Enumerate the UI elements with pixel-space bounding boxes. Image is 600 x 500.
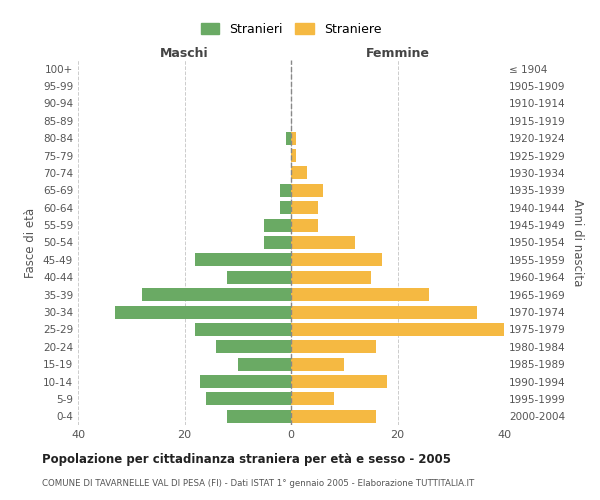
Bar xyxy=(291,132,296,144)
Bar xyxy=(280,184,291,197)
Bar xyxy=(291,236,355,249)
Bar xyxy=(291,340,376,353)
Y-axis label: Fasce di età: Fasce di età xyxy=(25,208,37,278)
Bar xyxy=(280,201,291,214)
Y-axis label: Anni di nascita: Anni di nascita xyxy=(571,199,584,286)
Bar xyxy=(238,358,291,370)
Bar xyxy=(291,201,317,214)
Bar xyxy=(291,218,317,232)
Bar xyxy=(217,340,291,353)
Bar xyxy=(265,218,291,232)
Bar xyxy=(291,166,307,179)
Bar xyxy=(195,254,291,266)
Bar xyxy=(227,270,291,284)
Legend: Stranieri, Straniere: Stranieri, Straniere xyxy=(197,19,385,40)
Text: Maschi: Maschi xyxy=(160,47,209,60)
Bar xyxy=(291,392,334,406)
Bar xyxy=(291,306,478,318)
Bar xyxy=(286,132,291,144)
Bar xyxy=(291,375,387,388)
Bar xyxy=(291,184,323,197)
Bar xyxy=(291,410,376,423)
Bar xyxy=(200,375,291,388)
Bar xyxy=(291,323,504,336)
Bar xyxy=(291,358,344,370)
Bar xyxy=(195,323,291,336)
Bar xyxy=(227,410,291,423)
Bar xyxy=(206,392,291,406)
Bar xyxy=(291,288,430,301)
Bar xyxy=(291,254,382,266)
Text: Popolazione per cittadinanza straniera per età e sesso - 2005: Popolazione per cittadinanza straniera p… xyxy=(42,452,451,466)
Bar xyxy=(265,236,291,249)
Bar xyxy=(115,306,291,318)
Text: Femmine: Femmine xyxy=(365,47,430,60)
Bar xyxy=(142,288,291,301)
Text: COMUNE DI TAVARNELLE VAL DI PESA (FI) - Dati ISTAT 1° gennaio 2005 - Elaborazion: COMUNE DI TAVARNELLE VAL DI PESA (FI) - … xyxy=(42,479,474,488)
Bar xyxy=(291,270,371,284)
Bar xyxy=(291,149,296,162)
